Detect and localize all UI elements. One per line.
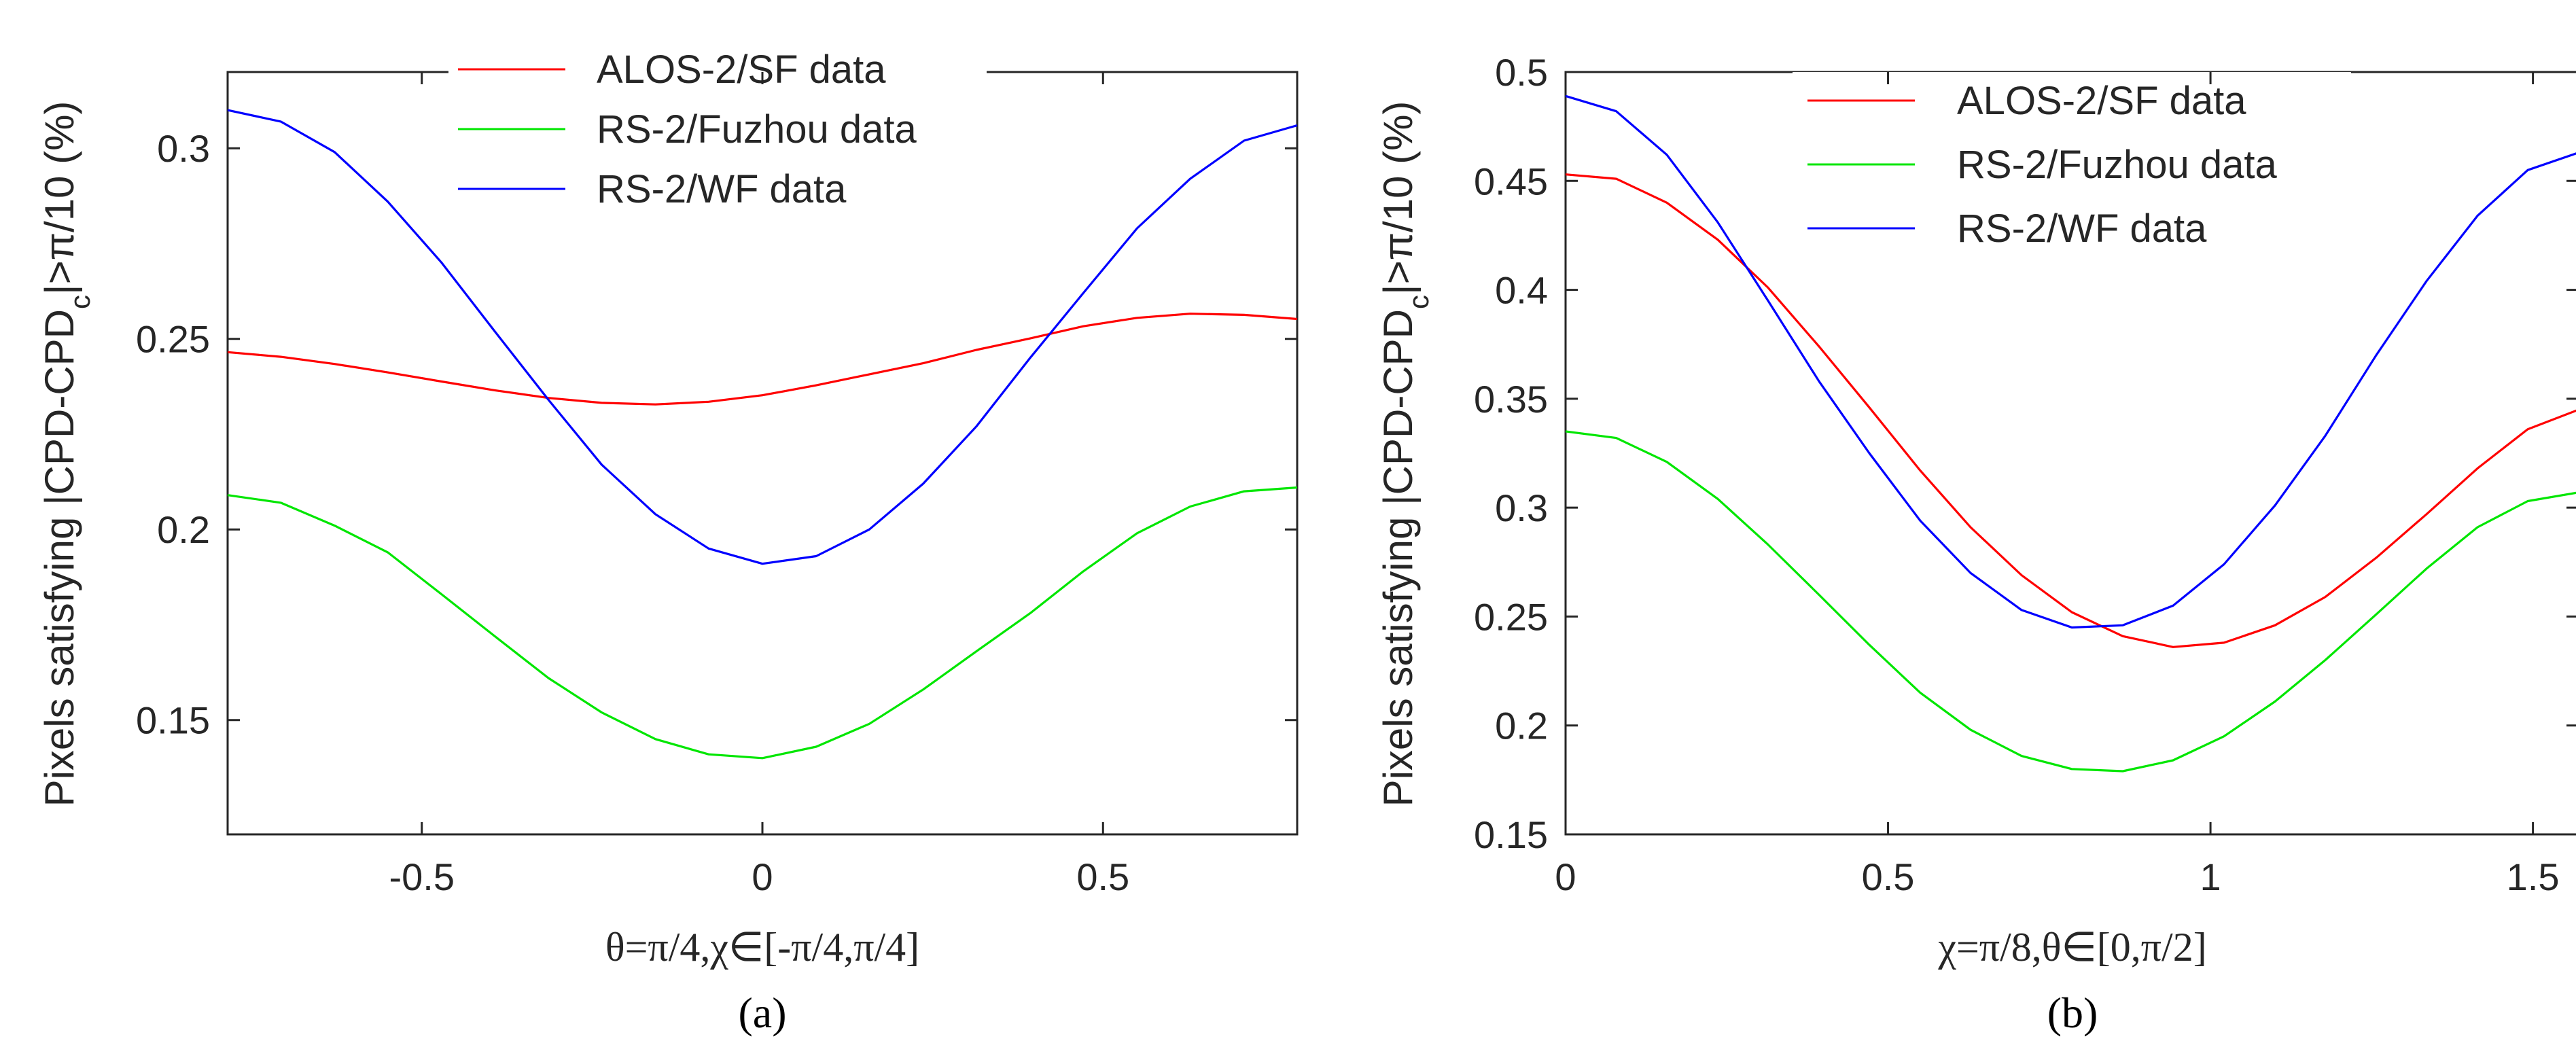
y-tick-label-a-3: 0.3: [157, 127, 210, 170]
series-line-alos-2-sf-data-b: [1565, 173, 2576, 648]
legend-label-alos-a: ALOS-2/SF data: [597, 48, 886, 92]
legend-label-wf-b: RS-2/WF data: [1957, 207, 2207, 251]
x-tick-label-a-0: -0.5: [389, 855, 455, 898]
panel-label-a: (a): [738, 989, 786, 1037]
x-axis-label-a: θ=π/4,χ∈[-π/4,π/4]: [605, 925, 919, 970]
legend-a: ALOS-2/SF data RS-2/Fuzhou data RS-2/WF …: [448, 48, 987, 232]
y-tick-label-b-0: 0.15: [1474, 813, 1548, 856]
legend-label-fuzhou-a: RS-2/Fuzhou data: [597, 107, 917, 152]
legend-label-alos-b: ALOS-2/SF data: [1957, 79, 2246, 123]
y-axis-label-tail-b: |>π/10 (%): [1375, 101, 1421, 295]
legend-label-wf-a: RS-2/WF data: [597, 167, 847, 211]
y-tick-label-a-2: 0.25: [136, 318, 210, 361]
x-tick-label-b-2: 1: [2200, 855, 2221, 898]
series-line-rs-2-wf-data-a: [227, 109, 1298, 565]
x-tick-label-a-1: 0: [752, 855, 773, 898]
y-axis-label-sub-a: c: [64, 295, 96, 309]
y-tick-label-b-6: 0.45: [1474, 160, 1548, 202]
y-tick-label-b-1: 0.2: [1495, 705, 1548, 747]
y-tick-label-b-4: 0.35: [1474, 378, 1548, 421]
x-tick-label-b-0: 0: [1555, 855, 1576, 898]
y-axis-label-tail-a: |>π/10 (%): [37, 101, 82, 295]
y-axis-label-main-b: Pixels satisfying |CPD-CPD: [1375, 309, 1421, 807]
x-tick-label-b-1: 0.5: [1862, 855, 1915, 898]
y-axis-label-main-a: Pixels satisfying |CPD-CPD: [37, 309, 82, 807]
x-tick-label-a-2: 0.5: [1076, 855, 1129, 898]
chart-b: ALOS-2/SF data RS-2/Fuzhou data RS-2/WF …: [1375, 51, 2576, 1037]
legend-b: ALOS-2/SF data RS-2/Fuzhou data RS-2/WF …: [1793, 72, 2351, 261]
y-tick-label-b-3: 0.3: [1495, 486, 1548, 529]
legend-box-b: [1793, 72, 2351, 261]
y-tick-label-a-1: 0.2: [157, 508, 210, 551]
panel-label-b: (b): [2047, 989, 2098, 1037]
x-tick-label-b-3: 1.5: [2507, 855, 2560, 898]
series-line-alos-2-sf-data-a: [227, 313, 1298, 406]
series-line-rs-2-wf-data-b: [1565, 94, 2576, 629]
x-axis-label-b: χ=π/8,θ∈[0,π/2]: [1937, 925, 2206, 970]
y-tick-label-b-5: 0.4: [1495, 269, 1548, 312]
y-axis-label-a: Pixels satisfying |CPD-CPDc|>π/10 (%): [37, 101, 96, 807]
series-line-rs-2-fuzhou-data-b: [1565, 430, 2576, 773]
y-axis-label-sub-b: c: [1402, 295, 1434, 309]
chart-a: ALOS-2/SF data RS-2/Fuzhou data RS-2/WF …: [37, 48, 1299, 1037]
y-axis-label-b: Pixels satisfying |CPD-CPDc|>π/10 (%): [1375, 101, 1434, 807]
y-tick-label-a-0: 0.15: [136, 699, 210, 742]
series-line-rs-2-fuzhou-data-a: [227, 486, 1298, 760]
y-tick-label-b-2: 0.25: [1474, 595, 1548, 638]
y-tick-label-b-7: 0.5: [1495, 51, 1548, 94]
legend-box-a: [448, 48, 987, 232]
legend-label-fuzhou-b: RS-2/Fuzhou data: [1957, 143, 2277, 187]
